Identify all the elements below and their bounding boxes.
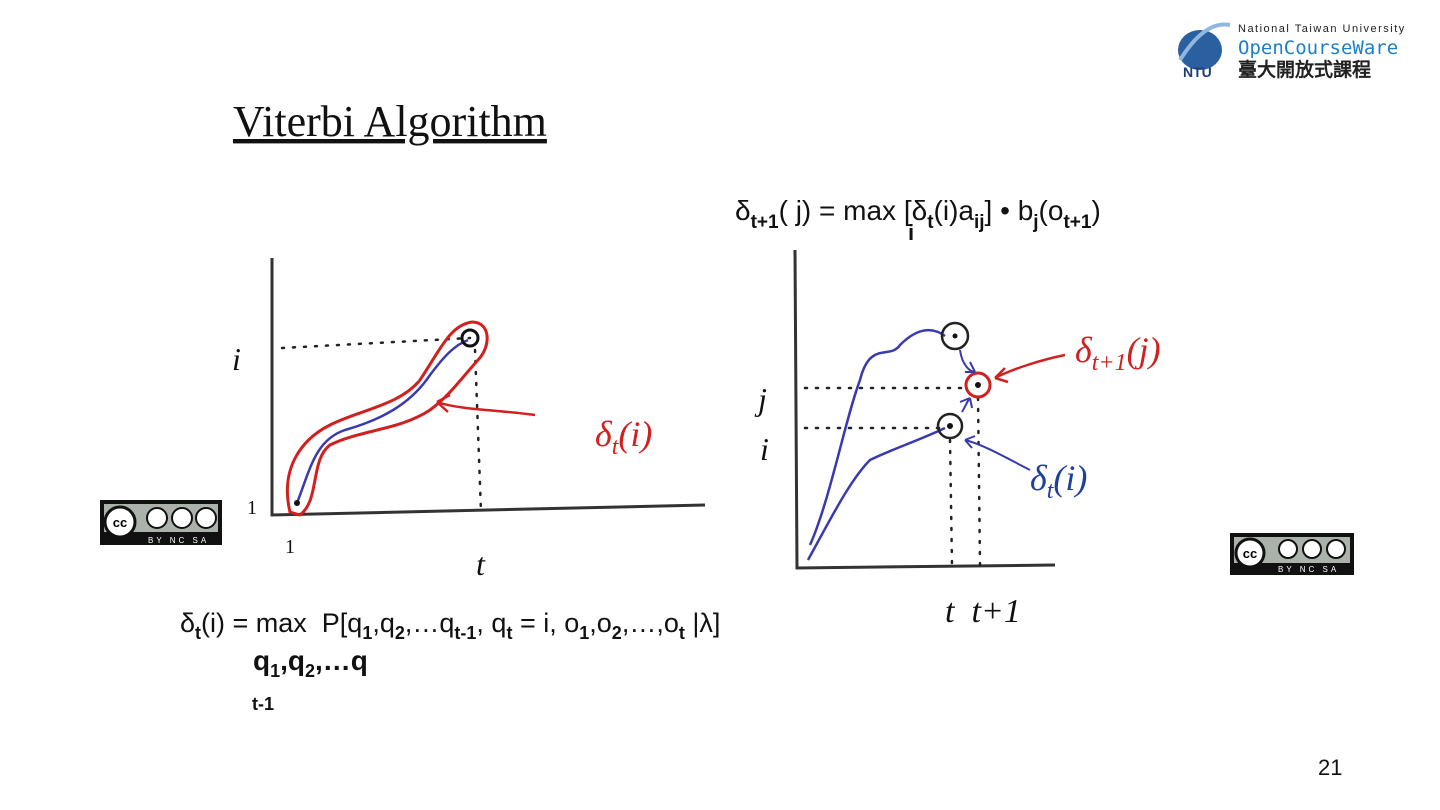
- right-diagram: j i δt+1(j) δt(i) t t+1: [754, 249, 1161, 630]
- text-part: ij: [974, 212, 985, 233]
- formula-bottom-under2: t-1: [252, 694, 274, 714]
- text-part: |λ]: [685, 608, 721, 638]
- text-part: = i, o: [512, 608, 579, 638]
- text-part: ,…,o: [622, 608, 679, 638]
- text-part: ): [1091, 195, 1100, 226]
- formula-bottom: δt(i) = max P[q1,q2,…qt-1, qt = i, o1,o2…: [180, 608, 720, 643]
- text-part: 1: [579, 623, 589, 643]
- text-part: t: [506, 623, 512, 643]
- right-delta-next: δt+1(j): [1075, 330, 1161, 376]
- text-part: ,…q: [405, 608, 455, 638]
- text-part: t+1: [751, 212, 779, 233]
- text-part: t: [927, 212, 934, 233]
- cc-label: BY NC SA: [148, 536, 209, 545]
- left-y-one: 1: [247, 497, 257, 519]
- formula-bottom-under: q1,q2,…q: [253, 645, 368, 681]
- svg-text:cc: cc: [113, 515, 127, 530]
- formula-top: δt+1( j) = max [δt(i)aij] • bj(ot+1): [735, 195, 1101, 233]
- left-diagram: i 1 1 t δt(i): [232, 258, 706, 582]
- text-part: δ: [1075, 330, 1093, 370]
- left-y-label: i: [232, 341, 241, 377]
- logo: NTU National Taiwan University OpenCours…: [1178, 22, 1406, 81]
- text-part: t+1: [1063, 212, 1091, 233]
- text-part: 2: [305, 661, 315, 681]
- text-part: t: [1047, 478, 1055, 504]
- right-delta: δt(i): [1030, 458, 1087, 504]
- text-part: (i): [618, 414, 652, 454]
- text-part: (i) = max P[q: [201, 608, 362, 638]
- cc-badge-left: cc BY NC SA: [100, 500, 222, 545]
- left-x-label: t: [476, 546, 486, 582]
- left-x-one: 1: [285, 536, 295, 558]
- page-number: 21: [1318, 755, 1342, 780]
- cc-label: BY NC SA: [1278, 565, 1339, 574]
- logo-ntu: NTU: [1183, 64, 1212, 80]
- text-part: ,q: [280, 645, 305, 676]
- text-part: 2: [612, 623, 622, 643]
- text-part: (i): [1053, 458, 1087, 498]
- title: Viterbi Algorithm: [233, 97, 547, 146]
- text-part: ,…q: [315, 645, 368, 676]
- text-part: j: [1032, 212, 1038, 233]
- logo-chinese: 臺大開放式課程: [1238, 58, 1371, 81]
- logo-university: National Taiwan University: [1238, 23, 1406, 35]
- logo-brand: OpenCourseWare: [1238, 37, 1398, 59]
- text-part: (i)a: [934, 195, 975, 226]
- right-i-label: i: [760, 431, 769, 467]
- text-part: 1: [362, 623, 372, 643]
- text-part: (j): [1127, 330, 1161, 370]
- text-part: δ: [595, 414, 613, 454]
- text-part: ,o: [589, 608, 612, 638]
- text-part: δ: [735, 195, 751, 226]
- text-part: ] • b: [985, 195, 1034, 226]
- text-part: t+1: [1092, 350, 1127, 376]
- text-part: ,q: [372, 608, 395, 638]
- text-part: δ: [1030, 458, 1048, 498]
- right-x-labels: t t+1: [945, 593, 1021, 630]
- text-part: (o: [1039, 195, 1064, 226]
- text-part: 1: [270, 661, 280, 681]
- text-part: q: [253, 645, 270, 676]
- text-part: 2: [395, 623, 405, 643]
- svg-text:cc: cc: [1243, 546, 1257, 561]
- text-part: t: [679, 623, 685, 643]
- text-part: δ: [180, 608, 195, 638]
- left-delta: δt(i): [595, 414, 652, 460]
- text-part: t: [195, 623, 201, 643]
- text-part: t-1: [454, 623, 476, 643]
- text-part: , q: [476, 608, 506, 638]
- formula-top-under: i: [908, 220, 914, 245]
- right-j-label: j: [754, 381, 767, 417]
- text-part: t: [612, 434, 620, 460]
- cc-badge-right: cc BY NC SA: [1230, 533, 1354, 575]
- text-part: ( j) = max [δ: [779, 195, 928, 226]
